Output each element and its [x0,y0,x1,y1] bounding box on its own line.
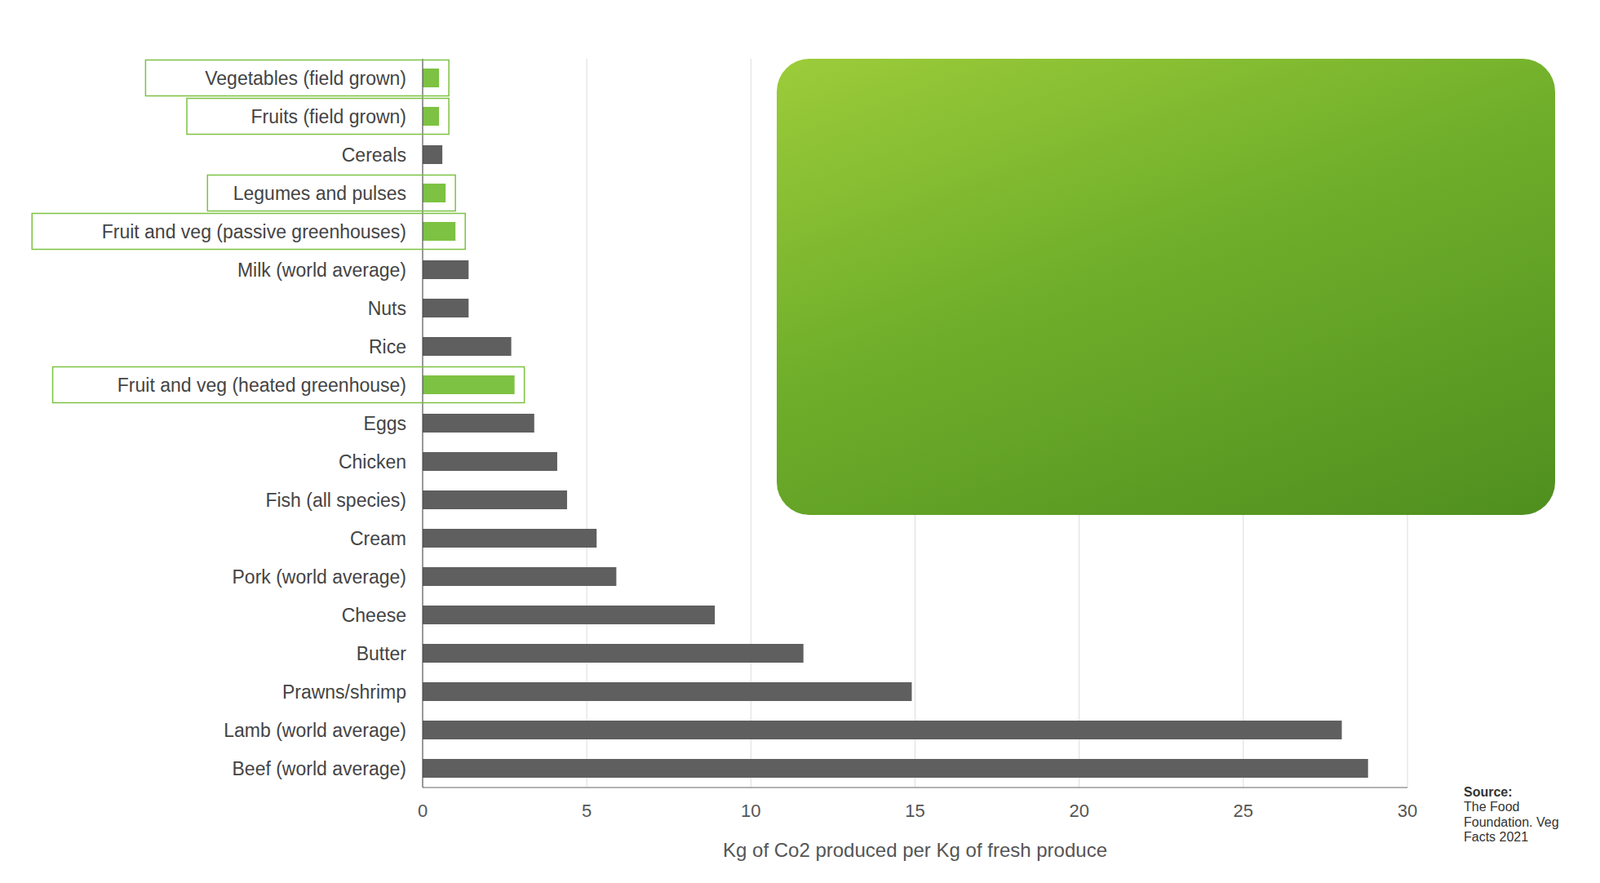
svg-text:Fruit and veg (passive greenho: Fruit and veg (passive greenhouses) [101,221,407,243]
svg-text:15: 15 [904,800,925,821]
svg-text:0: 0 [417,800,428,821]
svg-text:Prawns/shrimp: Prawns/shrimp [282,681,407,703]
svg-text:Rice: Rice [368,336,407,358]
svg-text:10: 10 [740,800,761,821]
svg-text:Nuts: Nuts [367,297,407,320]
svg-text:Chicken: Chicken [338,451,407,473]
svg-text:25: 25 [1233,800,1254,821]
svg-text:Cereals: Cereals [341,144,407,166]
svg-text:Vegetables (field grown): Vegetables (field grown) [204,67,407,89]
svg-text:5: 5 [581,800,592,821]
svg-text:Eggs: Eggs [363,412,407,435]
svg-text:Milk (world average): Milk (world average) [237,259,407,281]
svg-text:Cheese: Cheese [341,604,407,626]
html-text:Source:: Source: [1463,784,1513,799]
svg-text:Fruits (field grown): Fruits (field grown) [251,106,407,128]
svg-text:Legumes and pulses: Legumes and pulses [233,182,407,204]
svg-text:Cream: Cream [350,527,407,550]
svg-text:Kg of Co2 produced per Kg of f: Kg of Co2 produced per Kg of fresh produ… [722,838,1108,861]
svg-text:20: 20 [1068,800,1089,821]
svg-text:Lamb (world average): Lamb (world average) [223,719,407,741]
svg-text:Fruit and veg (heated greenhou: Fruit and veg (heated greenhouse) [117,374,407,396]
svg-text:30: 30 [1397,800,1418,821]
svg-text:Fish (all species): Fish (all species) [265,489,407,511]
svg-text:Beef (world average): Beef (world average) [232,757,408,780]
svg-text:Butter: Butter [356,642,408,665]
html-text:The Food Foundation. Veg Facts: The Food Foundation. Veg Facts 2021 [1463,799,1559,844]
svg-text:Pork (world average): Pork (world average) [232,566,407,588]
